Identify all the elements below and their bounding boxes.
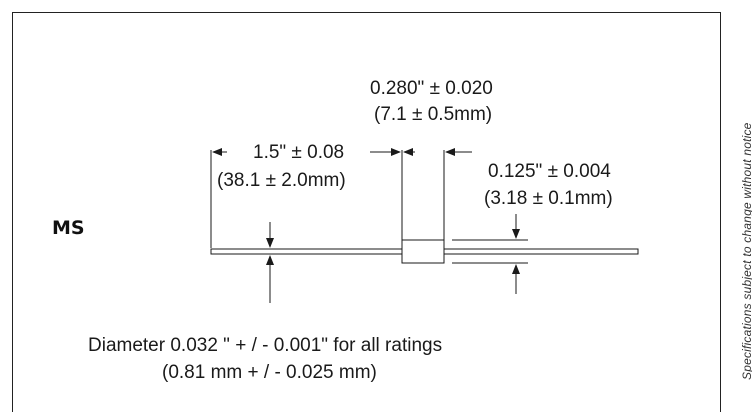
disclaimer-note: Specifications subject to change without… bbox=[740, 122, 752, 380]
left-lead bbox=[210, 248, 403, 255]
lead-length-inch: 1.5" ± 0.08 bbox=[253, 142, 344, 163]
body-diameter-inch: 0.125" ± 0.004 bbox=[488, 161, 611, 182]
component-body bbox=[401, 239, 445, 264]
wire-diameter-mm: (0.81 mm + / - 0.025 mm) bbox=[162, 362, 377, 383]
label-mask bbox=[229, 141, 369, 159]
extension-lines bbox=[210, 150, 528, 264]
right-lead bbox=[443, 248, 639, 255]
body-length-mm: (7.1 ± 0.5mm) bbox=[374, 104, 492, 125]
lead-length-mm: (38.1 ± 2.0mm) bbox=[217, 170, 346, 191]
package-code: MS bbox=[52, 217, 85, 239]
body-length-inch: 0.280" ± 0.020 bbox=[370, 78, 493, 99]
wire-diameter-inch: Diameter 0.032 " + / - 0.001" for all ra… bbox=[88, 335, 442, 356]
component-outline bbox=[210, 239, 639, 264]
drawing-frame bbox=[12, 12, 721, 412]
body-diameter-mm: (3.18 ± 0.1mm) bbox=[484, 188, 613, 209]
